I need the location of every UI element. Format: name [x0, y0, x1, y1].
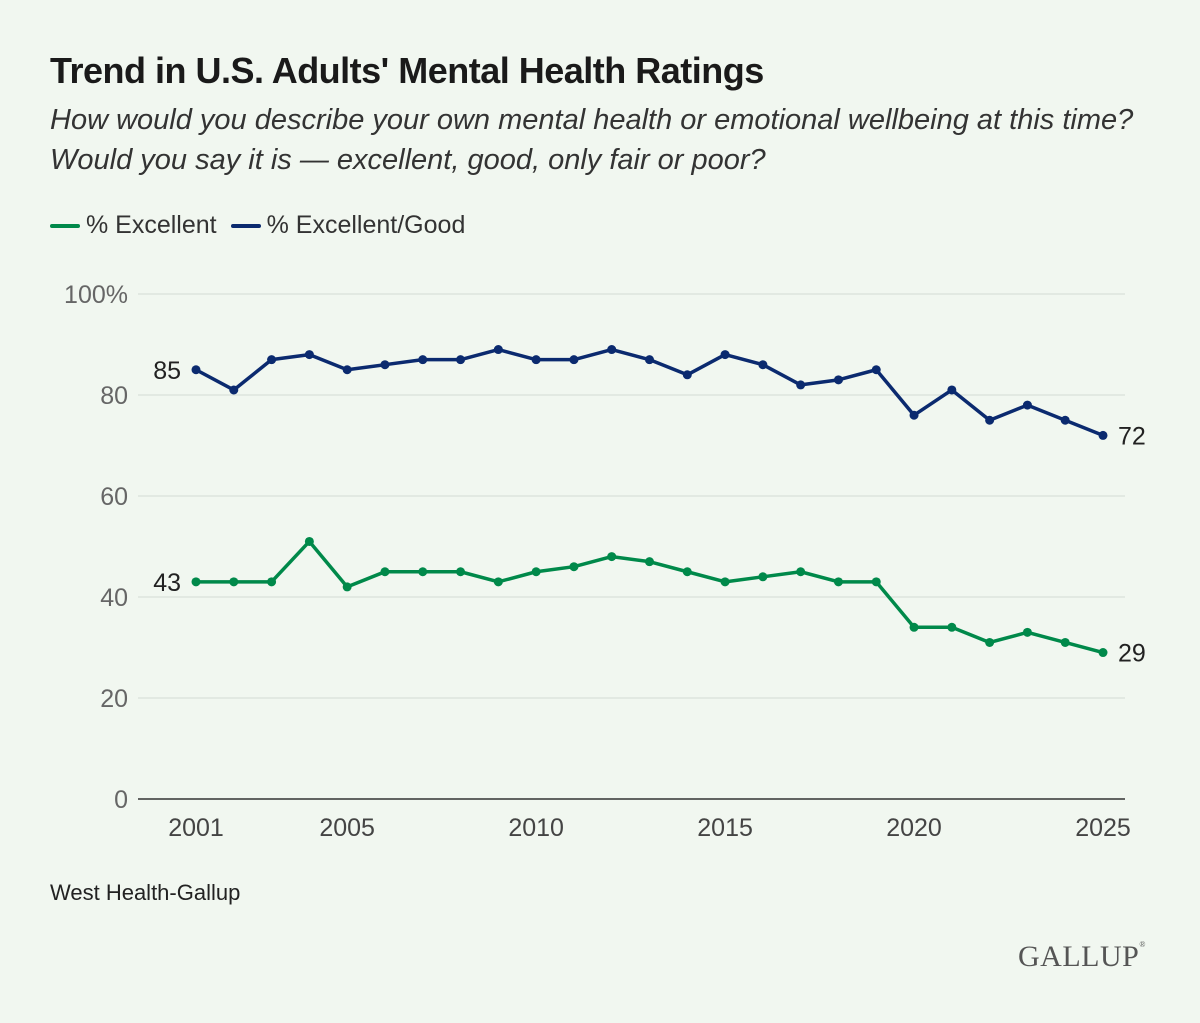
- data-point: [418, 355, 428, 365]
- y-tick-label: 40: [100, 584, 128, 612]
- y-tick-label: 100%: [64, 281, 128, 309]
- data-point: [607, 345, 617, 355]
- data-point: [191, 365, 201, 375]
- x-tick-label: 2010: [508, 814, 564, 842]
- data-point: [985, 637, 995, 647]
- y-tick-label: 0: [114, 786, 128, 814]
- logo-text: GALLUP: [1018, 940, 1140, 973]
- data-point: [342, 365, 352, 375]
- y-tick-label: 20: [100, 685, 128, 713]
- x-tick-label: 2015: [697, 814, 753, 842]
- legend-item-excellent-good: % Excellent/Good: [230, 211, 466, 240]
- source-note: West Health-Gallup: [50, 880, 241, 905]
- data-point: [380, 360, 390, 370]
- start-value-label: 43: [153, 569, 181, 597]
- legend-label-excellent: % Excellent: [86, 211, 217, 239]
- data-point: [1022, 627, 1032, 637]
- data-point: [682, 567, 692, 577]
- data-point: [267, 577, 277, 587]
- data-point: [985, 415, 995, 425]
- legend: % Excellent % Excellent/Good: [50, 211, 465, 240]
- x-tick-label: 2020: [886, 814, 942, 842]
- data-point: [909, 622, 919, 632]
- data-point: [1060, 637, 1070, 647]
- data-point: [645, 355, 654, 365]
- data-point: [1060, 415, 1070, 425]
- data-point: [267, 355, 277, 365]
- x-tick-label: 2005: [319, 814, 375, 842]
- data-point: [947, 385, 957, 395]
- data-point: [682, 370, 692, 380]
- data-point: [758, 360, 768, 370]
- start-value-label: 85: [153, 357, 181, 385]
- data-point: [645, 557, 654, 567]
- data-point: [796, 380, 806, 390]
- data-point: [342, 582, 352, 592]
- data-point: [456, 567, 466, 577]
- y-tick-label: 60: [100, 483, 128, 511]
- data-point: [493, 345, 503, 355]
- data-point: [871, 365, 881, 375]
- data-point: [229, 577, 239, 587]
- legend-swatch-excellent: [50, 223, 80, 228]
- data-point: [569, 355, 579, 365]
- data-point: [380, 567, 390, 577]
- data-point: [531, 567, 541, 577]
- data-point: [1022, 400, 1032, 410]
- end-value-label: 72: [1118, 422, 1146, 450]
- legend-label-excellent-good: % Excellent/Good: [266, 211, 466, 239]
- data-point: [796, 567, 806, 577]
- data-point: [531, 355, 541, 365]
- data-point: [418, 567, 428, 577]
- data-point: [304, 350, 314, 360]
- x-tick-label: 2025: [1075, 814, 1131, 842]
- data-point: [758, 572, 768, 582]
- gallup-logo: GALLUP®: [1018, 940, 1146, 973]
- data-point: [1098, 430, 1108, 440]
- data-point: [947, 622, 957, 632]
- data-point: [871, 577, 881, 587]
- chart-subtitle: How would you describe your own mental h…: [50, 104, 1134, 176]
- data-point: [229, 385, 239, 395]
- end-value-label: 29: [1118, 640, 1146, 668]
- data-point: [191, 577, 201, 587]
- y-tick-label: 80: [100, 382, 128, 410]
- chart-title: Trend in U.S. Adults' Mental Health Rati…: [50, 50, 764, 91]
- legend-item-excellent: % Excellent: [50, 211, 217, 240]
- data-point: [720, 350, 730, 360]
- x-tick-label: 2001: [168, 814, 224, 842]
- data-point: [720, 577, 730, 587]
- data-point: [833, 375, 843, 385]
- data-point: [1098, 648, 1108, 658]
- data-point: [607, 552, 617, 562]
- data-point: [493, 577, 503, 587]
- data-point: [909, 410, 919, 420]
- data-point: [304, 536, 314, 546]
- data-point: [456, 355, 466, 365]
- data-point: [833, 577, 843, 587]
- data-point: [569, 562, 579, 572]
- legend-swatch-excellent-good: [230, 223, 261, 228]
